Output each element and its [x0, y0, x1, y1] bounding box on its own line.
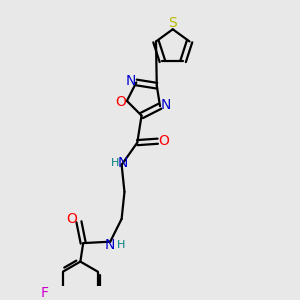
Text: N: N	[104, 238, 115, 251]
Text: O: O	[159, 134, 170, 148]
Text: H: H	[111, 158, 119, 168]
Text: F: F	[41, 286, 49, 300]
Text: S: S	[168, 16, 177, 30]
Text: O: O	[115, 95, 126, 109]
Text: N: N	[160, 98, 171, 112]
Text: N: N	[118, 156, 128, 170]
Text: H: H	[117, 239, 125, 250]
Text: O: O	[66, 212, 77, 226]
Text: N: N	[126, 74, 136, 88]
